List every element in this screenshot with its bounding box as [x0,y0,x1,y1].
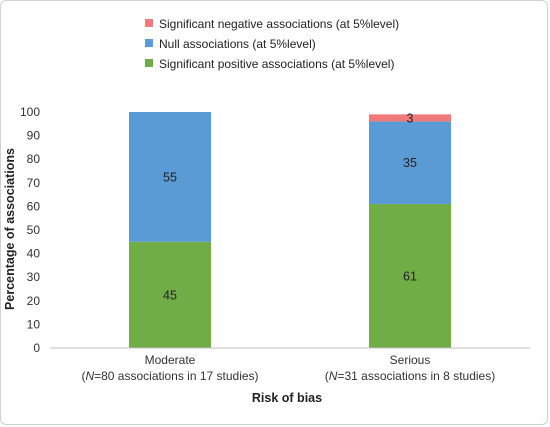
category-label: Serious [390,353,431,367]
bar-value-label: 61 [403,270,417,284]
y-tick-label: 10 [27,317,41,331]
bar-value-label: 3 [407,111,414,125]
bar-value-label: 55 [163,170,177,184]
bar-segment [369,204,451,348]
x-axis-title: Risk of bias [252,391,322,405]
category-label: Moderate [145,353,196,367]
category-note: (N=31 associations in 8 studies) [325,369,495,383]
y-tick-label: 30 [27,270,41,284]
y-tick-label: 70 [27,176,41,190]
legend-swatch [145,59,153,67]
y-tick-label: 20 [27,294,41,308]
y-tick-label: 0 [33,341,40,355]
legend-label: Significant negative associations (at 5%… [159,17,399,31]
legend: Significant negative associations (at 5%… [145,17,399,71]
y-tick-label: 80 [27,152,41,166]
bar-segment [369,121,451,205]
bar-value-label: 45 [163,288,177,302]
legend-swatch [145,19,153,27]
y-tick-label: 50 [27,223,41,237]
legend-swatch [145,39,153,47]
legend-label: Significant positive associations (at 5%… [159,57,394,71]
bar-segment [369,114,451,122]
bar-segment [129,241,211,348]
y-axis: 0 10 20 30 40 50 60 70 80 90 100 [20,105,40,355]
y-axis-title: Percentage of associations [3,148,17,310]
category-note: (N=80 associations in 17 studies) [81,369,258,383]
x-axis: Moderate (N=80 associations in 17 studies… [50,347,530,383]
legend-label: Null associations (at 5%level) [159,37,316,51]
y-tick-label: 90 [27,129,41,143]
bar-segment [129,112,211,242]
y-tick-label: 40 [27,247,41,261]
y-tick-label: 60 [27,199,41,213]
bars: 45 55 61 35 3 [129,111,451,348]
bar-value-label: 35 [403,156,417,170]
y-tick-label: 100 [20,105,40,119]
